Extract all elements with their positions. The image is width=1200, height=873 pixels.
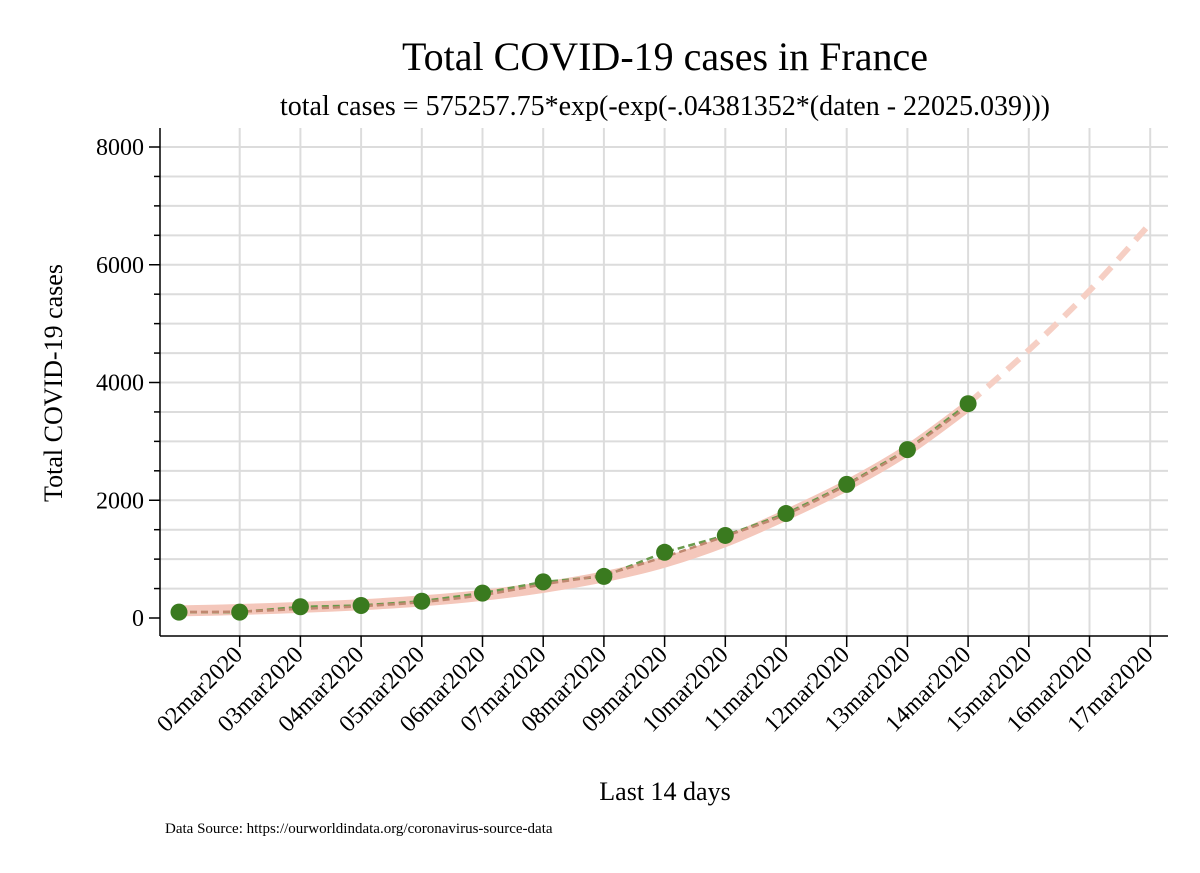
y-tick-label: 0 (132, 606, 144, 632)
y-tick-label: 6000 (96, 253, 144, 279)
source-note: Data Source: https://ourworldindata.org/… (165, 821, 553, 837)
data-point (777, 505, 795, 523)
x-axis-ticks: 02mar202003mar202004mar202005mar202006ma… (152, 636, 1158, 738)
chart-subtitle: total cases = 575257.75*exp(-exp(-.04381… (280, 91, 1050, 122)
data-point (656, 543, 674, 561)
data-point (474, 584, 491, 602)
data-point (595, 567, 613, 585)
data-point (534, 573, 552, 591)
data-point (231, 603, 249, 621)
y-tick-label: 4000 (96, 371, 144, 397)
data-point (291, 598, 309, 616)
chart-title: Total COVID-19 cases in France (402, 34, 928, 79)
gridlines (160, 128, 1168, 636)
data-point (716, 526, 734, 544)
data-point (352, 597, 370, 615)
data-point (898, 441, 916, 459)
data-point (959, 395, 977, 413)
data-point (413, 592, 431, 610)
data-point (170, 603, 188, 621)
y-axis-label: Total COVID-19 cases (39, 264, 68, 502)
y-axis-ticks: 0 2000 4000 6000 8000 (96, 135, 160, 632)
projection-line (966, 221, 1153, 406)
data-point (838, 475, 856, 493)
y-tick-label: 2000 (96, 488, 144, 514)
x-axis-label: Last 14 days (599, 777, 730, 806)
y-tick-label: 8000 (96, 135, 144, 161)
series-layer (170, 221, 1153, 621)
